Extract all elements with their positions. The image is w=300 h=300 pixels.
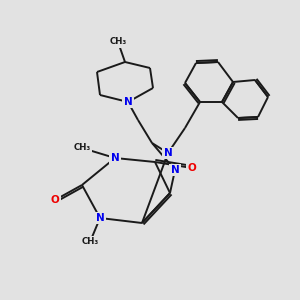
Text: N: N [171, 165, 179, 175]
Text: N: N [96, 213, 104, 223]
Text: CH₃: CH₃ [81, 238, 99, 247]
Text: CH₃: CH₃ [110, 38, 127, 46]
Text: N: N [111, 153, 119, 163]
Text: N: N [124, 97, 132, 107]
Text: N: N [164, 148, 172, 158]
Text: CH₃: CH₃ [74, 143, 91, 152]
Text: O: O [188, 163, 196, 173]
Text: O: O [51, 195, 59, 205]
